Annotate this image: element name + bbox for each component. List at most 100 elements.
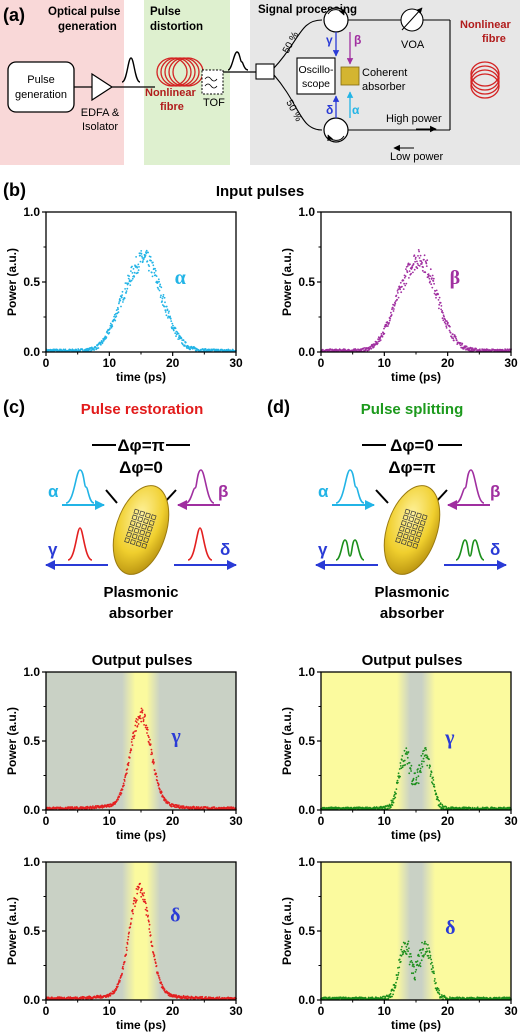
data-point (400, 291, 403, 294)
panel-a-setup: (a) Optical pulse generation Pulse disto… (0, 0, 520, 165)
data-point (438, 989, 441, 992)
pulse-splitting-title: Pulse splitting (361, 401, 464, 418)
data-point (390, 799, 393, 802)
data-point (426, 755, 429, 758)
chart-gamma_d: 0 10 20 30 0.0 0.5 1.0 time (ps) Power (a.u.) γ (280, 665, 518, 842)
data-point (101, 341, 104, 343)
data-point (147, 251, 150, 254)
data-point (437, 299, 440, 301)
data-point (369, 346, 372, 348)
data-point (429, 954, 432, 957)
data-point (432, 966, 434, 969)
data-point (172, 329, 175, 332)
data-point (388, 803, 391, 806)
data-point (421, 752, 424, 755)
data-point (131, 265, 133, 268)
data-point (126, 772, 128, 775)
data-point (148, 265, 151, 267)
data-point (152, 261, 154, 264)
data-point (403, 282, 405, 285)
data-point (135, 899, 138, 902)
data-point (397, 292, 399, 294)
data-point (397, 974, 400, 976)
data-point (397, 971, 400, 974)
data-point (117, 982, 120, 985)
data-point (431, 965, 434, 967)
x-tick-label: 20 (166, 1004, 180, 1018)
data-point (161, 300, 164, 303)
phase-bottom-d: Δφ=π (388, 458, 435, 477)
x-axis-label: time (ps) (116, 370, 166, 384)
data-point (155, 965, 158, 967)
y-axis-label: Power (a.u.) (5, 707, 19, 775)
y-axis-label: Power (a.u.) (280, 897, 294, 965)
data-point (440, 305, 443, 307)
data-point (143, 898, 146, 901)
data-point (139, 717, 142, 720)
x-tick-label: 10 (103, 814, 117, 828)
data-point (449, 331, 452, 334)
data-point (383, 327, 385, 330)
data-point (380, 333, 383, 335)
coherent-absorber-label-2: absorber (362, 81, 406, 93)
data-point (152, 762, 155, 765)
data-point (429, 268, 432, 271)
data-point (433, 282, 435, 285)
data-point (141, 255, 143, 258)
output-pulses-title-c: Output pulses (92, 652, 193, 669)
data-point (416, 267, 419, 270)
data-point (121, 290, 124, 293)
data-point (134, 905, 136, 908)
x-axis-label: time (ps) (116, 828, 166, 842)
beta-label: β (354, 33, 361, 47)
data-point (408, 761, 411, 764)
x-axis-label: time (ps) (391, 370, 441, 384)
data-point (201, 995, 204, 998)
data-point (168, 310, 170, 313)
y-tick-label: 0.0 (298, 803, 315, 817)
data-point (417, 782, 420, 785)
data-point (167, 312, 170, 314)
data-point (132, 731, 135, 734)
data-point (123, 780, 126, 782)
data-point (410, 960, 413, 962)
data-point (131, 272, 134, 274)
data-point (137, 271, 139, 274)
data-point (383, 995, 385, 998)
distorted-pulse-icon (227, 51, 249, 71)
data-point (423, 942, 426, 945)
data-point (151, 275, 154, 278)
data-point (126, 943, 129, 945)
data-point (453, 339, 455, 342)
data-point (142, 717, 144, 719)
data-point (404, 284, 407, 287)
data-point (423, 760, 425, 763)
data-point (426, 950, 429, 953)
data-point (134, 720, 137, 722)
data-point (415, 776, 418, 779)
data-point (424, 260, 427, 263)
data-point (425, 754, 428, 757)
data-point (389, 804, 392, 807)
data-point (209, 996, 212, 999)
data-point (123, 297, 126, 299)
gamma-pulse-c-icon (67, 527, 93, 561)
data-point (120, 296, 123, 299)
data-point (417, 264, 420, 267)
data-point (170, 805, 173, 808)
nonlinear-fibre-coil-2-icon (470, 61, 500, 99)
data-point (454, 335, 457, 338)
data-point (394, 986, 397, 989)
data-point (123, 778, 126, 781)
data-point (459, 342, 462, 344)
data-point (118, 795, 121, 798)
data-point (415, 968, 418, 971)
data-point (399, 765, 402, 767)
data-point (430, 968, 433, 971)
plot-frame (45, 211, 237, 353)
data-point (178, 804, 180, 807)
data-point (401, 766, 404, 769)
data-point (144, 255, 147, 258)
data-point (448, 329, 451, 332)
alpha-label: α (352, 103, 360, 117)
